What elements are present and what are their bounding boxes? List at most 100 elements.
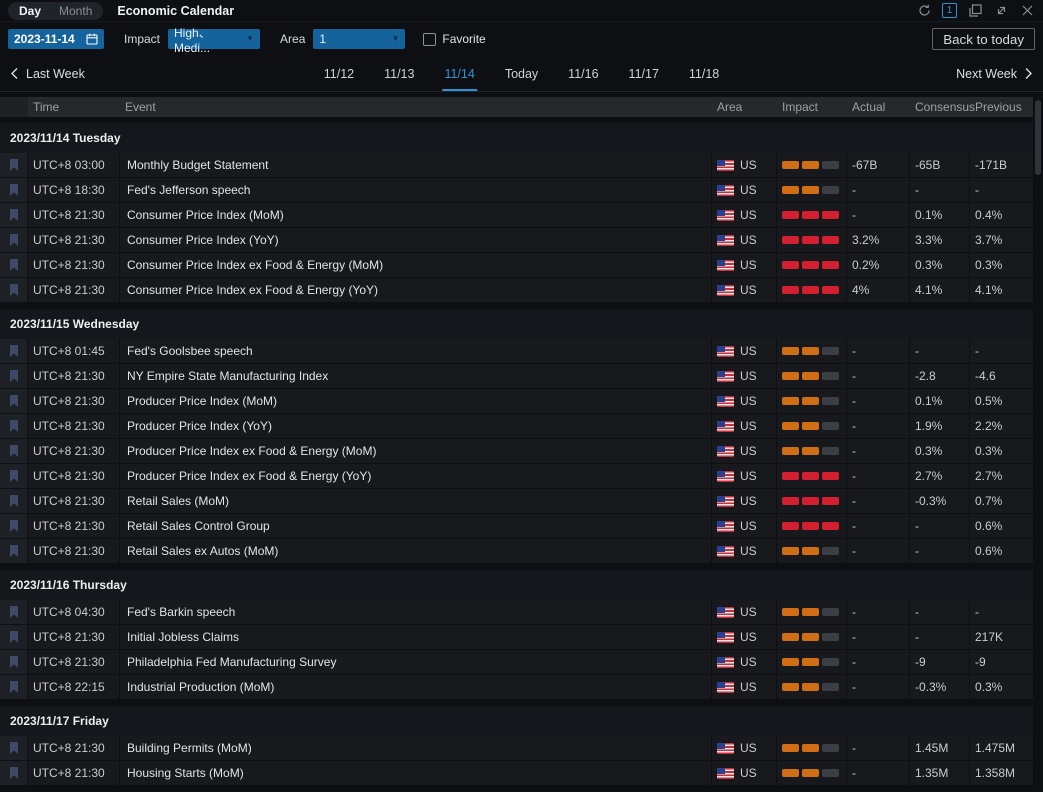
bookmark-cell [0, 389, 28, 413]
impact-medium-indicator [782, 633, 839, 641]
vertical-scrollbar[interactable] [1033, 97, 1043, 792]
event-row[interactable]: UTC+8 22:15Industrial Production (MoM)US… [0, 675, 1033, 700]
single-window-icon[interactable]: 1 [942, 3, 957, 18]
last-week-label: Last Week [26, 67, 85, 81]
event-area: US [712, 253, 777, 277]
event-row[interactable]: UTC+8 03:00Monthly Budget StatementUS-67… [0, 153, 1033, 178]
next-week-button[interactable]: Next Week [956, 67, 1033, 81]
event-row[interactable]: UTC+8 21:30Retail Sales (MoM)US--0.3%0.7… [0, 489, 1033, 514]
impact-bar [802, 422, 819, 430]
event-row[interactable]: UTC+8 21:30Consumer Price Index (MoM)US-… [0, 203, 1033, 228]
section-date-label: 2023/11/17 Friday [10, 714, 109, 728]
day-tab-11-13[interactable]: 11/13 [382, 56, 416, 91]
bookmark-icon[interactable] [9, 445, 19, 457]
event-actual: 0.2% [847, 253, 910, 277]
event-area: US [712, 600, 777, 624]
us-flag-icon [717, 743, 734, 754]
event-row[interactable]: UTC+8 21:30Initial Jobless ClaimsUS--217… [0, 625, 1033, 650]
event-consensus: - [910, 625, 970, 649]
event-row[interactable]: UTC+8 21:30Producer Price Index (MoM)US-… [0, 389, 1033, 414]
event-previous: 4.1% [970, 278, 1033, 302]
impact-bar [802, 347, 819, 355]
event-row[interactable]: UTC+8 01:45Fed's Goolsbee speechUS--- [0, 339, 1033, 364]
event-area: US [712, 675, 777, 699]
day-tab-11-17[interactable]: 11/17 [627, 56, 661, 91]
event-actual: - [847, 489, 910, 513]
event-row[interactable]: UTC+8 21:30Producer Price Index ex Food … [0, 464, 1033, 489]
event-consensus: 1.35M [910, 761, 970, 785]
event-name: Producer Price Index ex Food & Energy (M… [120, 439, 712, 463]
event-row[interactable]: UTC+8 21:30NY Empire State Manufacturing… [0, 364, 1033, 389]
event-row[interactable]: UTC+8 21:30Philadelphia Fed Manufacturin… [0, 650, 1033, 675]
multi-window-icon[interactable] [967, 3, 983, 19]
tab-day[interactable]: Day [10, 2, 50, 20]
event-time: UTC+8 21:30 [28, 539, 120, 563]
bookmark-icon[interactable] [9, 545, 19, 557]
bookmark-icon[interactable] [9, 767, 19, 779]
impact-bar [802, 522, 819, 530]
event-actual: - [847, 675, 910, 699]
close-icon[interactable] [1019, 3, 1035, 19]
bookmark-cell [0, 414, 28, 438]
event-name: Consumer Price Index (YoY) [120, 228, 712, 252]
area-select[interactable]: 1 ▼ [313, 29, 405, 49]
event-previous: 0.7% [970, 489, 1033, 513]
bookmark-icon[interactable] [9, 159, 19, 171]
last-week-button[interactable]: Last Week [10, 67, 85, 81]
day-tab-11-12[interactable]: 11/12 [322, 56, 356, 91]
impact-bar [822, 547, 839, 555]
event-row[interactable]: UTC+8 21:30Consumer Price Index ex Food … [0, 253, 1033, 278]
event-name: Fed's Goolsbee speech [120, 339, 712, 363]
day-tab-11-14[interactable]: 11/14 [442, 56, 476, 91]
bookmark-icon[interactable] [9, 520, 19, 532]
area-code: US [740, 208, 757, 222]
bookmark-icon[interactable] [9, 470, 19, 482]
bookmark-icon[interactable] [9, 209, 19, 221]
event-row[interactable]: UTC+8 04:30Fed's Barkin speechUS--- [0, 600, 1033, 625]
impact-bar [802, 658, 819, 666]
bookmark-icon[interactable] [9, 742, 19, 754]
day-tab-today[interactable]: Today [503, 56, 540, 91]
event-row[interactable]: UTC+8 21:30Retail Sales ex Autos (MoM)US… [0, 539, 1033, 564]
day-tab-11-18[interactable]: 11/18 [687, 56, 721, 91]
bookmark-icon[interactable] [9, 495, 19, 507]
tab-month[interactable]: Month [50, 2, 101, 20]
back-to-today-button[interactable]: Back to today [932, 28, 1035, 50]
event-impact [777, 489, 847, 513]
refresh-icon[interactable] [916, 3, 932, 19]
economic-calendar-table: Time Event Area Impact Actual Consensus … [0, 97, 1033, 786]
impact-high-indicator [782, 497, 839, 505]
date-section-header: 2023/11/16 Thursday [0, 570, 1033, 600]
bookmark-icon[interactable] [9, 395, 19, 407]
bookmark-icon[interactable] [9, 606, 19, 618]
day-tab-11-16[interactable]: 11/16 [566, 56, 600, 91]
event-row[interactable]: UTC+8 21:30Building Permits (MoM)US-1.45… [0, 736, 1033, 761]
bookmark-icon[interactable] [9, 345, 19, 357]
impact-high-indicator [782, 261, 839, 269]
event-previous: - [970, 600, 1033, 624]
favorite-checkbox[interactable] [423, 33, 436, 46]
event-row[interactable]: UTC+8 21:30Housing Starts (MoM)US-1.35M1… [0, 761, 1033, 786]
event-row[interactable]: UTC+8 21:30Producer Price Index (YoY)US-… [0, 414, 1033, 439]
bookmark-icon[interactable] [9, 184, 19, 196]
bookmark-icon[interactable] [9, 370, 19, 382]
bookmark-icon[interactable] [9, 234, 19, 246]
event-row[interactable]: UTC+8 21:30Retail Sales Control GroupUS-… [0, 514, 1033, 539]
bookmark-icon[interactable] [9, 631, 19, 643]
bookmark-cell [0, 253, 28, 277]
bookmark-icon[interactable] [9, 681, 19, 693]
date-picker[interactable]: 2023-11-14 [8, 29, 104, 49]
bookmark-icon[interactable] [9, 656, 19, 668]
event-time: UTC+8 21:30 [28, 278, 120, 302]
expand-icon[interactable] [993, 3, 1009, 19]
event-row[interactable]: UTC+8 21:30Producer Price Index ex Food … [0, 439, 1033, 464]
event-row[interactable]: UTC+8 21:30Consumer Price Index ex Food … [0, 278, 1033, 303]
bookmark-icon[interactable] [9, 420, 19, 432]
scrollbar-thumb[interactable] [1035, 100, 1041, 175]
event-row[interactable]: UTC+8 18:30Fed's Jefferson speechUS--- [0, 178, 1033, 203]
impact-bar [782, 547, 799, 555]
impact-select[interactable]: High、Medi... ▼ [168, 29, 260, 49]
bookmark-icon[interactable] [9, 284, 19, 296]
event-row[interactable]: UTC+8 21:30Consumer Price Index (YoY)US3… [0, 228, 1033, 253]
bookmark-icon[interactable] [9, 259, 19, 271]
